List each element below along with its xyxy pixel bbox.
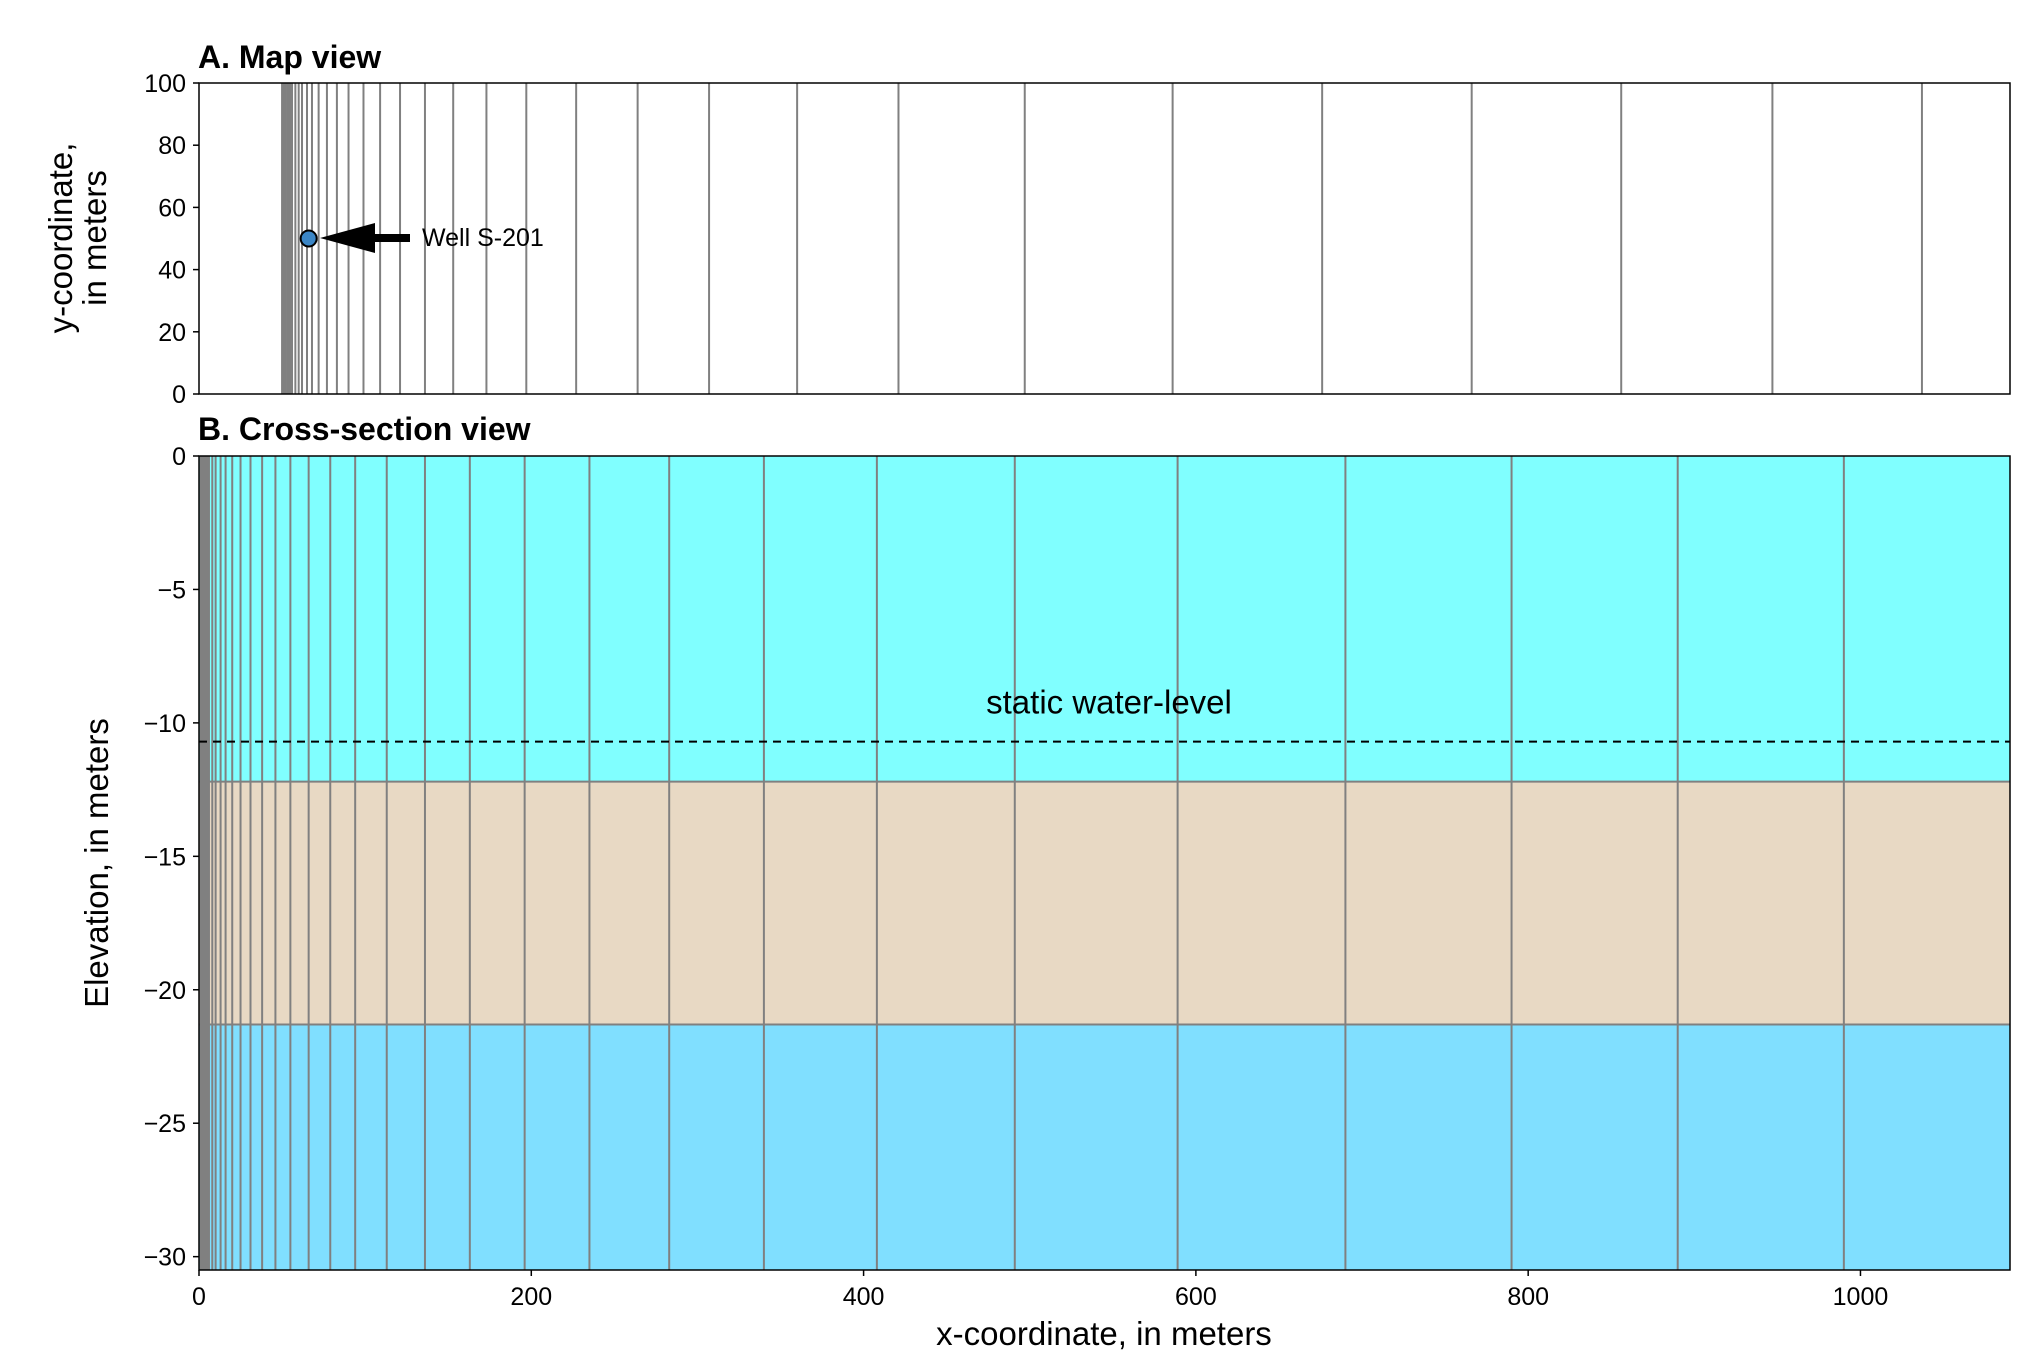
map-view-frame <box>198 82 2011 395</box>
cross-section-grid <box>199 456 1845 1270</box>
x-tick-label: 0 <box>192 1283 206 1311</box>
x-tick-label: 800 <box>1507 1283 1549 1311</box>
cross-section-y-tick-label: −20 <box>144 977 186 1005</box>
cross-section-frame <box>198 455 2011 1271</box>
map-view-plot-area <box>199 83 2010 394</box>
cross-section-y-tick-label: −25 <box>144 1110 186 1138</box>
well-annotation: Well S-201 <box>299 223 544 253</box>
cross-section-y-tick-label: −15 <box>144 843 186 871</box>
map-y-tick-label: 80 <box>158 132 186 160</box>
cross-section-x-ticks: 0 200 400 600 800 1000 <box>192 1270 1888 1311</box>
layer-boundaries <box>199 780 2010 1026</box>
map-y-tick-label: 60 <box>158 194 186 222</box>
aquifer-layer-1 <box>199 456 2010 782</box>
cross-section-y-ticks: 0 −5 −10 −15 −20 −25 −30 <box>144 443 199 1272</box>
map-view-y-axis-label-line1: y-coordinate, <box>42 143 79 334</box>
cross-section-layers <box>199 456 2010 1270</box>
map-view-title: A. Map view <box>198 39 381 75</box>
aquifer-layer-2 <box>199 781 2010 1025</box>
x-tick-label: 200 <box>510 1283 552 1311</box>
static-water-level-label: static water-level <box>986 684 1232 721</box>
well-label: Well S-201 <box>422 224 544 252</box>
map-y-tick-label: 20 <box>158 319 186 347</box>
cross-section-panel: B. Cross-section view static water-level… <box>78 411 2011 1352</box>
x-tick-label: 400 <box>843 1283 885 1311</box>
x-tick-label: 600 <box>1175 1283 1217 1311</box>
map-y-tick-label: 100 <box>144 70 186 98</box>
cross-section-y-tick-label: −10 <box>144 710 186 738</box>
map-y-tick-label: 40 <box>158 257 186 285</box>
map-view-y-ticks: 0 20 40 60 80 100 <box>144 70 199 409</box>
cross-section-title: B. Cross-section view <box>198 411 531 447</box>
cross-section-y-axis-label: Elevation, in meters <box>78 718 115 1008</box>
well-marker <box>299 229 318 248</box>
aquifer-layer-3 <box>199 1024 2010 1270</box>
x-axis-label: x-coordinate, in meters <box>936 1315 1272 1350</box>
cross-section-y-tick-label: 0 <box>172 443 186 471</box>
map-y-tick-label: 0 <box>172 381 186 409</box>
x-tick-label: 1000 <box>1833 1283 1889 1311</box>
cross-section-y-tick-label: −5 <box>157 576 186 604</box>
cross-section-y-tick-label: −30 <box>144 1244 186 1272</box>
map-view-panel: A. Map view 0 20 40 60 80 100 y-coordinate, i… <box>42 39 2011 409</box>
map-view-y-axis-label-line2: in meters <box>76 170 113 306</box>
well-arrow-head <box>320 223 375 253</box>
